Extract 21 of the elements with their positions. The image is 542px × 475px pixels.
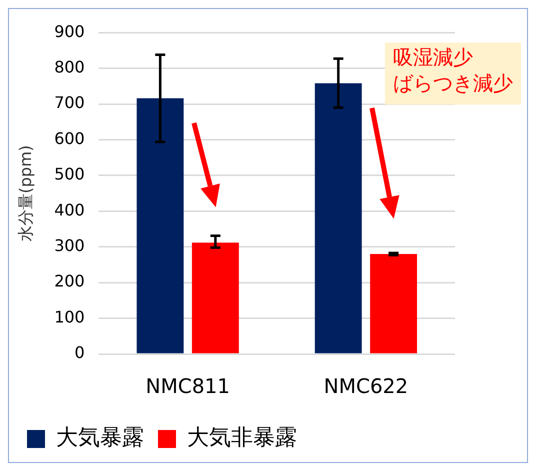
y-tick-label: 200	[54, 272, 85, 291]
x-tick-label: NMC622	[324, 374, 408, 398]
y-tick-label: 900	[54, 22, 85, 41]
annotation: ばらつき減少	[393, 70, 513, 95]
bar	[314, 83, 362, 354]
y-tick-label: 300	[54, 236, 85, 256]
y-tick-label: 600	[54, 128, 85, 148]
bar	[370, 254, 418, 354]
bar	[136, 98, 184, 354]
y-tick-label: 100	[54, 307, 85, 326]
legend-label: 大気非暴露	[187, 426, 297, 451]
annotation: 吸湿減少	[393, 44, 473, 69]
y-tick-label: 700	[54, 93, 85, 112]
x-tick-label: NMC811	[146, 374, 230, 398]
legend-label: 大気暴露	[56, 426, 144, 451]
y-tick-label: 0	[74, 343, 85, 362]
y-axis-title: 水分量(ppm)	[16, 145, 35, 242]
y-tick-label: 400	[54, 200, 85, 220]
bar	[192, 242, 239, 354]
y-tick-label: 500	[54, 164, 85, 184]
y-tick-label: 800	[54, 57, 85, 76]
